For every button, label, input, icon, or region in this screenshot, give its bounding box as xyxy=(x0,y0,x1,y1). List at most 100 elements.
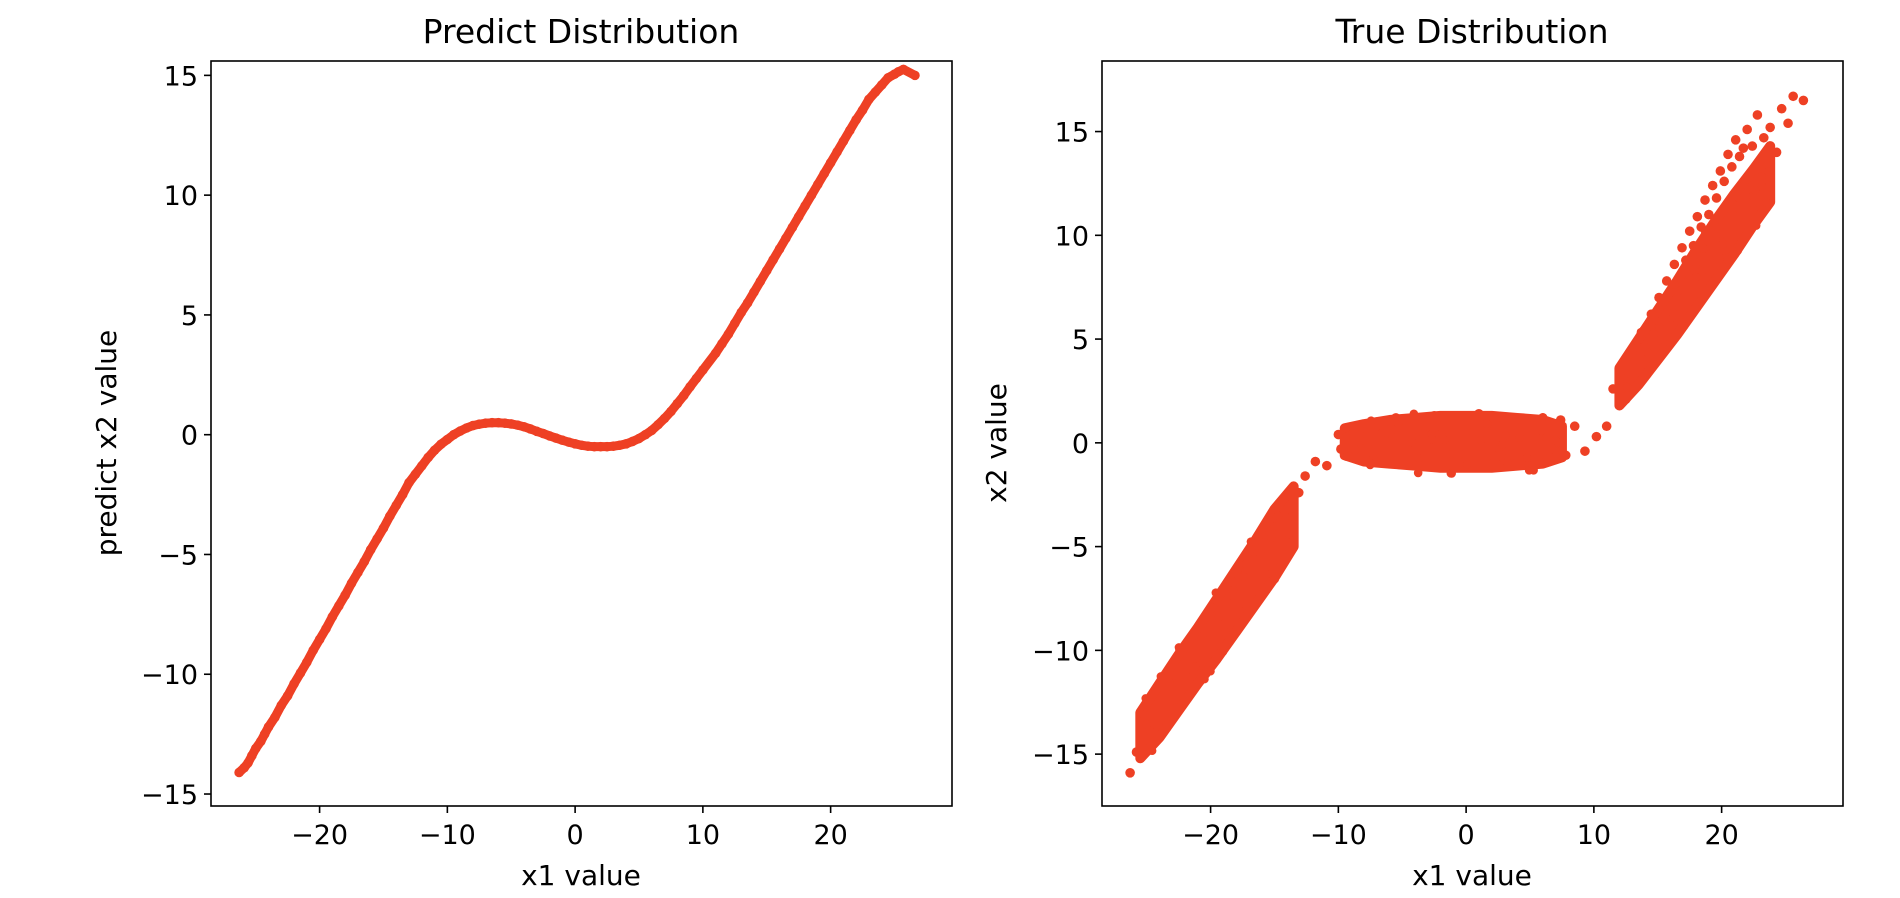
scatter-point xyxy=(1164,677,1174,687)
scatter-point xyxy=(1658,342,1668,352)
scatter-point xyxy=(1542,433,1551,442)
scatter-point xyxy=(1437,429,1446,438)
true-distribution-plot: True Distribution −20 −10 0 10 20 −15 −10 −5 0 5… xyxy=(980,12,1844,892)
scatter-point xyxy=(1669,259,1680,270)
scatter-point xyxy=(1756,172,1766,181)
scatter-point xyxy=(1752,110,1763,120)
scatter-point xyxy=(1788,91,1798,102)
x-tick-label: −10 xyxy=(419,820,476,851)
y-axis-label: predict x2 value xyxy=(90,330,123,557)
scatter-point xyxy=(1147,746,1157,756)
scatter-point xyxy=(1322,460,1332,471)
scatter-point xyxy=(1141,694,1151,703)
scatter-point xyxy=(1187,672,1196,682)
x-axis-ticks: −20 −10 0 10 20 xyxy=(291,806,848,851)
scatter-point xyxy=(1214,612,1224,622)
scatter-point xyxy=(1239,572,1249,582)
scatter-point xyxy=(1735,194,1744,203)
scatter-point xyxy=(1522,453,1532,462)
scatter-point xyxy=(1515,433,1524,442)
scatter-point xyxy=(1640,342,1650,351)
scatter-point xyxy=(1711,193,1722,203)
scatter-point xyxy=(1783,118,1793,129)
scatter-point xyxy=(1170,712,1179,722)
scatter-point xyxy=(1747,141,1758,151)
scatter-point xyxy=(1758,132,1769,143)
scatter-point xyxy=(1139,710,1149,720)
scatter-point xyxy=(1719,246,1729,255)
scatter-point xyxy=(1661,276,1672,286)
scatter-point xyxy=(1569,421,1580,432)
scatter-point xyxy=(1447,449,1457,458)
y-axis-ticks: −15 −10 −5 0 5 10 15 xyxy=(141,61,211,811)
scatter-point xyxy=(1427,435,1436,444)
scatter-point xyxy=(1534,434,1543,443)
x-tick-label: 10 xyxy=(1577,820,1611,851)
predict-distribution-plot: Predict Distribution −20 −10 0 10 20 −15−10−… xyxy=(90,12,953,892)
scatter-point xyxy=(1200,674,1209,684)
scatter-point xyxy=(1270,574,1280,584)
scatter-point xyxy=(1232,565,1242,575)
scatter-point xyxy=(1681,256,1690,265)
x-tick-label: 20 xyxy=(1704,820,1738,851)
scatter-point xyxy=(1212,596,1222,606)
scatter-point xyxy=(1751,185,1760,195)
scatter-points xyxy=(1125,91,1809,778)
scatter-point xyxy=(1695,297,1705,306)
x-tick-label: −20 xyxy=(1182,820,1239,851)
scatter-point xyxy=(1501,430,1510,440)
scatter-point xyxy=(1341,452,1351,461)
scatter-point xyxy=(1670,280,1679,289)
y-tick-label: −15 xyxy=(141,780,198,811)
scatter-point xyxy=(1218,647,1228,657)
scatter-point xyxy=(1413,468,1423,478)
scatter-point xyxy=(1241,599,1250,609)
scatter-point xyxy=(1718,239,1728,249)
y-tick-label: 10 xyxy=(1055,221,1089,252)
scatter-point xyxy=(1692,211,1703,222)
scatter-point xyxy=(1205,635,1215,644)
y-tick-label: −5 xyxy=(158,540,198,571)
scatter-point xyxy=(1273,511,1283,521)
scatter-point xyxy=(1350,445,1360,455)
scatter-point xyxy=(1191,653,1200,663)
scatter-point xyxy=(1697,266,1707,276)
x-tick-label: −20 xyxy=(291,820,348,851)
y-tick-label: 5 xyxy=(1072,325,1089,356)
scatter-point xyxy=(1654,304,1664,314)
scatter-point xyxy=(1284,530,1294,539)
scatter-point xyxy=(1440,435,1449,445)
scatter-point xyxy=(1482,452,1492,462)
scatter-point xyxy=(1677,242,1687,253)
scatter-point xyxy=(1476,435,1486,445)
y-axis-ticks: −15 −10 −5 0 5 10 15 xyxy=(1032,118,1102,771)
scatter-point xyxy=(1700,227,1710,236)
scatter-point xyxy=(1643,348,1653,358)
scatter-point xyxy=(1715,166,1726,176)
scatter-point xyxy=(1173,678,1182,688)
scatter-point xyxy=(1798,95,1809,106)
scatter-point xyxy=(1636,327,1646,337)
scatter-point xyxy=(1717,229,1726,239)
scatter-point xyxy=(1341,423,1351,433)
x-tick-label: −10 xyxy=(1310,820,1367,851)
scatter-point xyxy=(1241,559,1251,568)
scatter-point xyxy=(1187,686,1197,695)
scatter-point xyxy=(1649,329,1658,339)
scatter-point xyxy=(1676,317,1686,327)
scatter-point xyxy=(1751,221,1761,230)
x-tick-label: 20 xyxy=(813,820,847,851)
scatter-point xyxy=(1289,512,1298,522)
scatter-point xyxy=(1684,226,1695,236)
scatter-point xyxy=(1719,176,1729,187)
scatter-point xyxy=(1221,627,1230,637)
scatter-point xyxy=(1310,456,1321,467)
scatter-point xyxy=(1700,195,1710,205)
scatter-point xyxy=(1551,452,1561,462)
scatter-point xyxy=(1417,413,1427,422)
scatter-point xyxy=(1742,124,1752,135)
scatter-point xyxy=(1365,458,1375,468)
scatter-point xyxy=(1551,446,1561,455)
scatter-point xyxy=(1377,429,1387,438)
